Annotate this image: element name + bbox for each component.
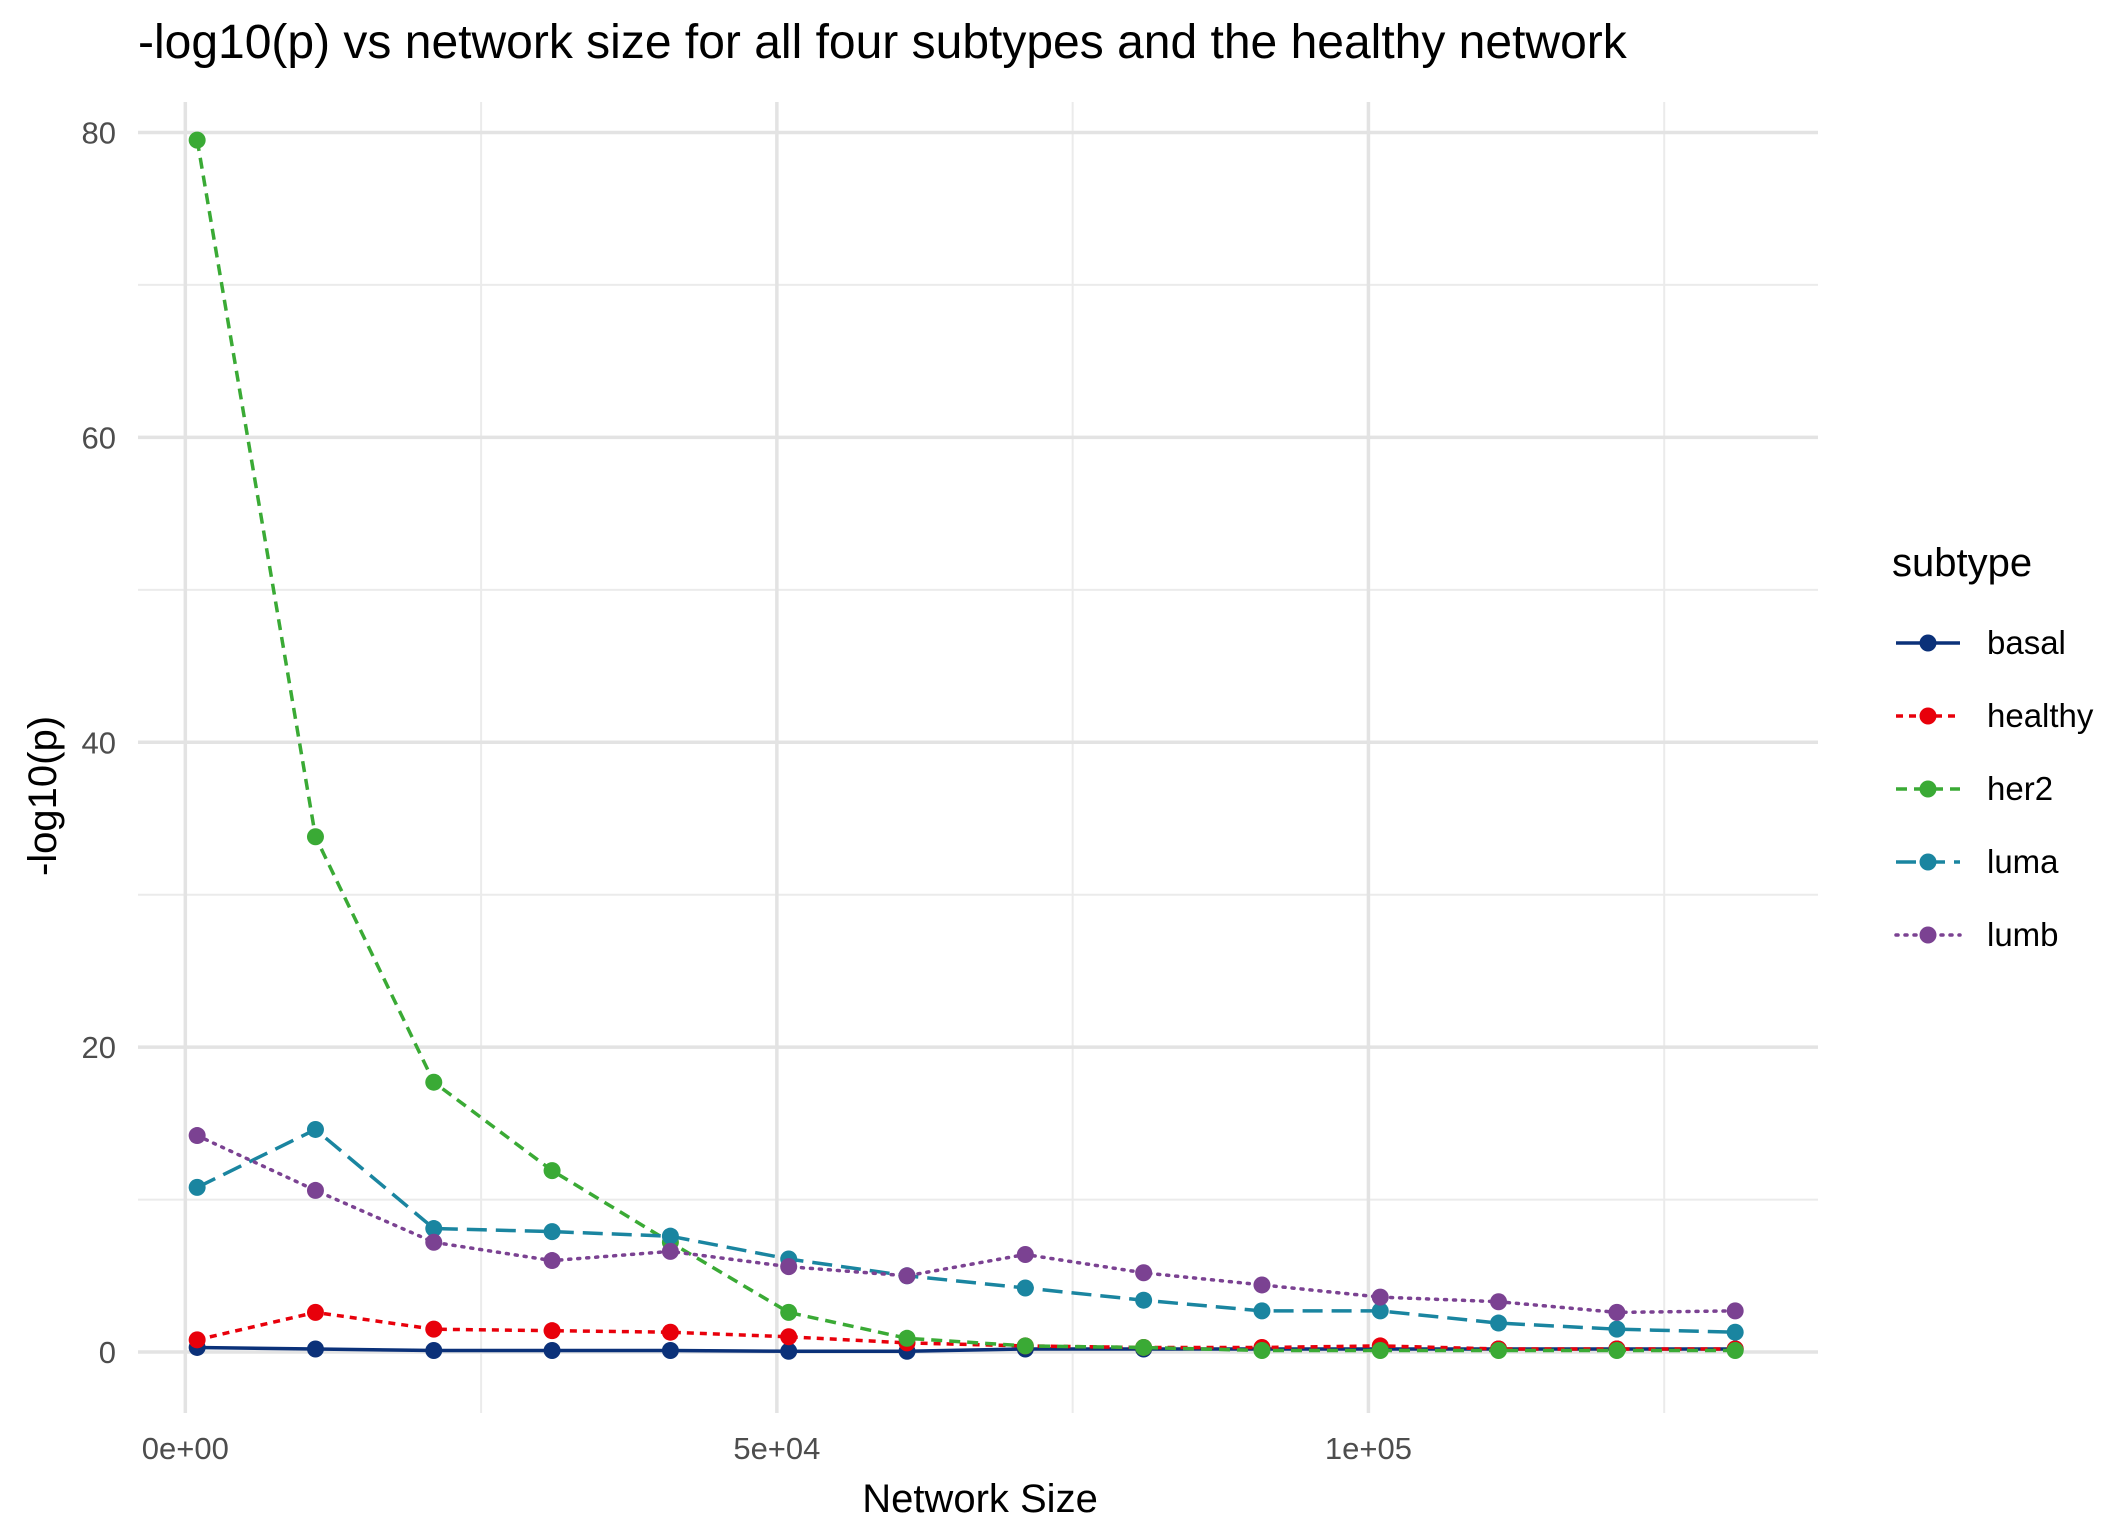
legend-key-point <box>1919 634 1937 652</box>
data-point-healthy <box>188 1331 206 1349</box>
data-point-healthy <box>780 1328 798 1346</box>
axis-layer: 0 20 40 60 80 0e+00 5e+04 1e+05 <box>82 115 1412 1466</box>
legend-item-healthy: healthy <box>1896 697 2094 734</box>
data-point-her2 <box>1253 1341 1271 1359</box>
data-point-luma <box>1253 1302 1271 1320</box>
series-luma <box>188 1120 1744 1341</box>
data-point-healthy <box>425 1320 443 1338</box>
data-point-lumb <box>1253 1276 1271 1294</box>
series-lumb <box>188 1127 1744 1321</box>
grid-layer <box>138 102 1818 1413</box>
legend-item-basal: basal <box>1896 624 2066 661</box>
legend-label: healthy <box>1987 697 2094 734</box>
data-point-luma <box>306 1120 324 1138</box>
data-point-lumb <box>898 1267 916 1285</box>
data-point-luma <box>661 1227 679 1245</box>
data-point-lumb <box>425 1233 443 1251</box>
data-point-basal <box>306 1340 324 1358</box>
data-point-her2 <box>543 1162 561 1180</box>
data-point-her2 <box>188 131 206 149</box>
legend: subtype basal healthy her2 luma lumb <box>1892 541 2094 953</box>
data-point-luma <box>1490 1314 1508 1332</box>
data-point-luma <box>1016 1279 1034 1297</box>
series-line-healthy <box>196 1310 1736 1351</box>
legend-title: subtype <box>1892 541 2032 585</box>
data-point-luma <box>543 1223 561 1241</box>
series-line-her2 <box>195 139 1736 1353</box>
data-point-healthy <box>543 1322 561 1340</box>
y-tick-label: 20 <box>82 1030 116 1065</box>
data-point-her2 <box>780 1303 798 1321</box>
data-point-lumb <box>543 1252 561 1270</box>
data-point-her2 <box>1135 1338 1153 1356</box>
legend-key-point <box>1919 707 1937 725</box>
data-point-lumb <box>1608 1303 1626 1321</box>
data-point-her2 <box>306 828 324 846</box>
legend-label: luma <box>1987 843 2059 880</box>
series-her2 <box>188 131 1744 1359</box>
data-point-luma <box>1726 1323 1744 1341</box>
series-line-lumb <box>195 1133 1737 1315</box>
data-point-her2 <box>1490 1341 1508 1359</box>
data-point-luma <box>1135 1291 1153 1309</box>
data-point-lumb <box>1371 1288 1389 1306</box>
legend-label: lumb <box>1987 916 2059 953</box>
y-axis-label: -log10(p) <box>21 716 65 876</box>
data-point-basal <box>543 1341 561 1359</box>
y-tick-label: 60 <box>82 420 116 455</box>
y-tick-label: 40 <box>82 725 116 760</box>
data-point-luma <box>1371 1302 1389 1320</box>
legend-key-point <box>1919 780 1937 798</box>
series-line-luma <box>196 1127 1736 1334</box>
data-point-lumb <box>1016 1245 1034 1263</box>
data-point-her2 <box>1726 1341 1744 1359</box>
data-point-lumb <box>306 1181 324 1199</box>
data-point-healthy <box>306 1303 324 1321</box>
data-point-lumb <box>1490 1293 1508 1311</box>
data-point-luma <box>188 1178 206 1196</box>
data-point-luma <box>425 1220 443 1238</box>
data-point-lumb <box>661 1242 679 1260</box>
x-tick-label: 5e+04 <box>733 1431 820 1466</box>
data-point-basal <box>780 1342 798 1360</box>
data-point-lumb <box>1726 1302 1744 1320</box>
x-tick-label: 0e+00 <box>142 1431 229 1466</box>
x-axis-label: Network Size <box>862 1477 1098 1521</box>
chart-title: -log10(p) vs network size for all four s… <box>138 16 1628 69</box>
data-point-her2 <box>1016 1337 1034 1355</box>
x-tick-label: 1e+05 <box>1325 1431 1412 1466</box>
legend-label: her2 <box>1987 770 2053 807</box>
legend-item-her2: her2 <box>1896 770 2053 807</box>
legend-label: basal <box>1987 624 2066 661</box>
y-tick-label: 80 <box>82 115 116 150</box>
data-point-lumb <box>780 1258 798 1276</box>
data-point-lumb <box>1135 1264 1153 1282</box>
legend-key-point <box>1919 926 1937 944</box>
data-point-her2 <box>1371 1341 1389 1359</box>
legend-item-lumb: lumb <box>1894 916 2059 953</box>
legend-key-point <box>1919 853 1937 871</box>
data-point-basal <box>425 1341 443 1359</box>
legend-item-luma: luma <box>1896 843 2059 880</box>
data-point-lumb <box>188 1127 206 1145</box>
data-point-her2 <box>898 1329 916 1347</box>
y-tick-label: 0 <box>99 1335 116 1370</box>
data-point-basal <box>661 1341 679 1359</box>
data-point-her2 <box>1608 1341 1626 1359</box>
legend-items: basal healthy her2 luma lumb <box>1894 624 2094 953</box>
data-point-her2 <box>425 1073 443 1091</box>
data-point-luma <box>1608 1320 1626 1338</box>
series-layer <box>188 131 1744 1360</box>
data-point-healthy <box>661 1323 679 1341</box>
